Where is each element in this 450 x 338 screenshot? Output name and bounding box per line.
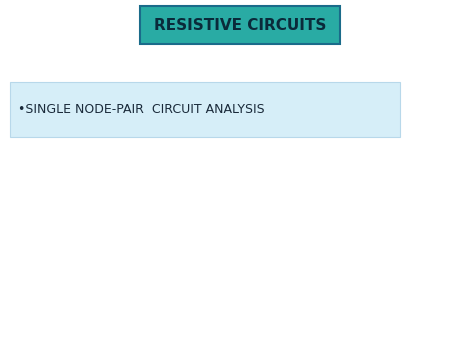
- Text: RESISTIVE CIRCUITS: RESISTIVE CIRCUITS: [154, 18, 326, 32]
- Text: •SINGLE NODE-PAIR  CIRCUIT ANALYSIS: •SINGLE NODE-PAIR CIRCUIT ANALYSIS: [18, 103, 265, 116]
- FancyBboxPatch shape: [10, 82, 400, 137]
- FancyBboxPatch shape: [140, 6, 340, 44]
